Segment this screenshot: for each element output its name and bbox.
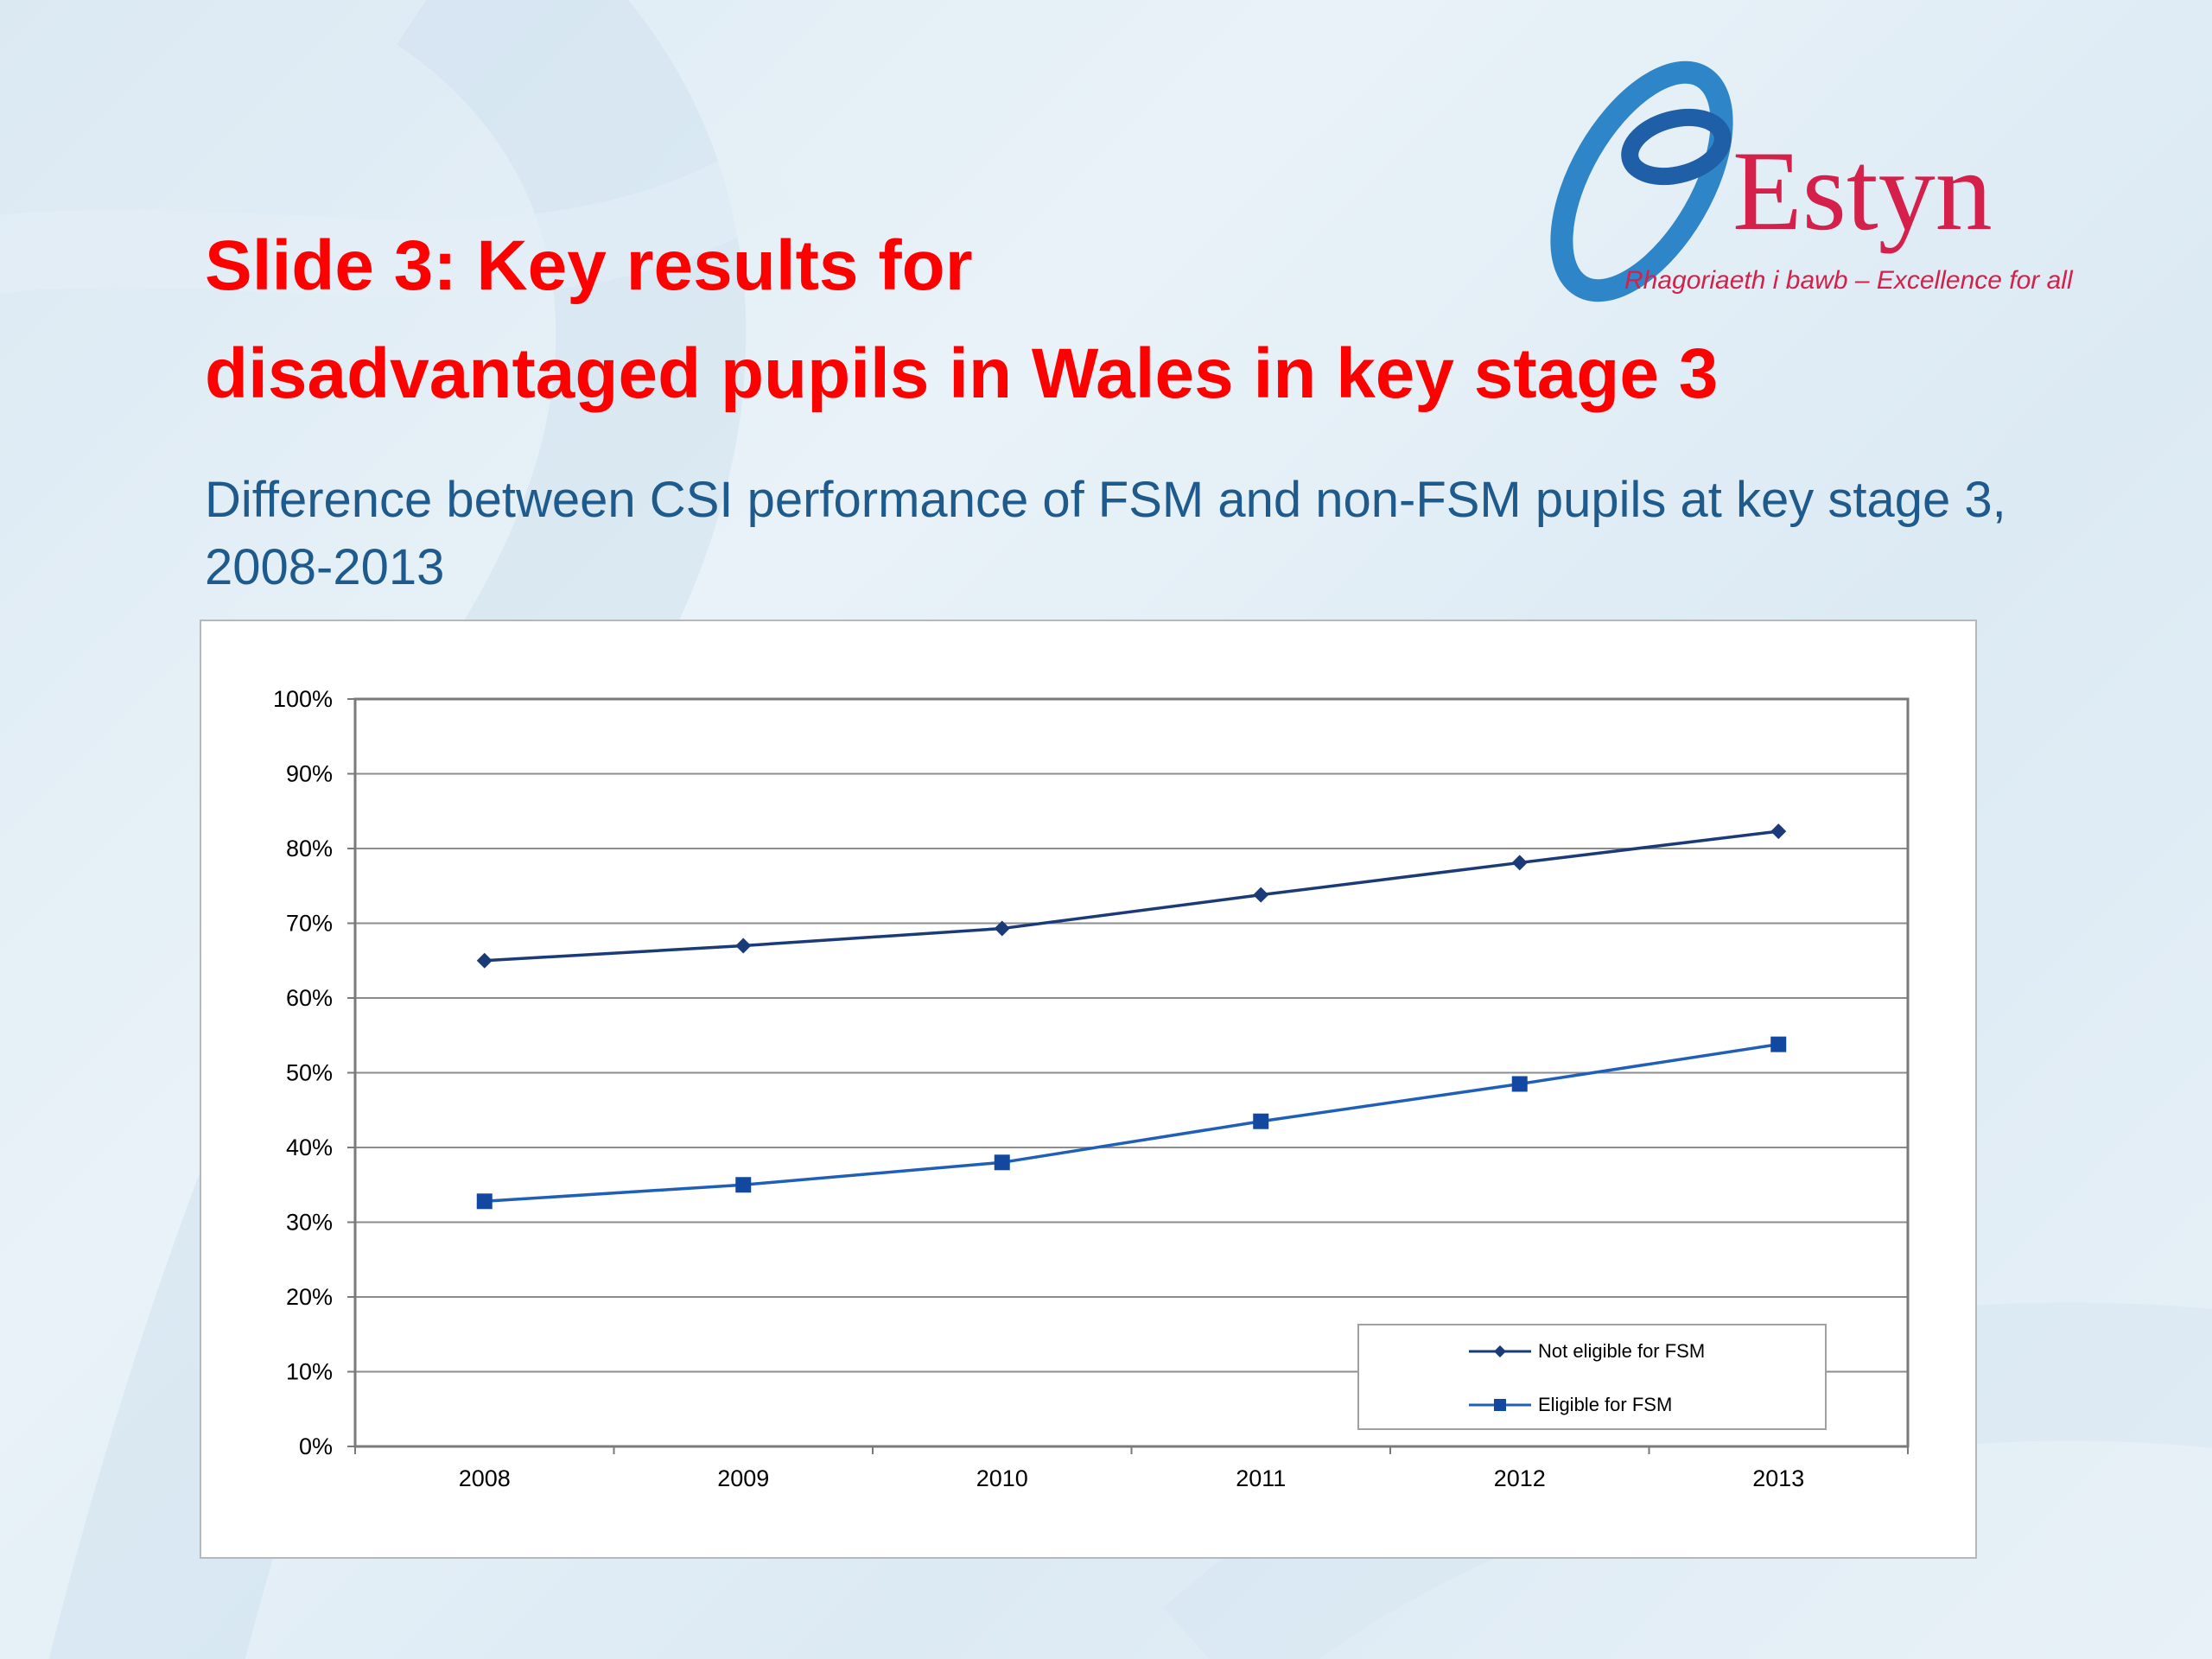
data-point-square bbox=[1770, 1036, 1787, 1052]
y-tick-label: 70% bbox=[286, 911, 333, 937]
data-point-diamond bbox=[1253, 887, 1269, 903]
chart-container: 0% 10% 20% 30% 40% 50% 60% 70% 80% 90% 100% 2008 200… bbox=[200, 620, 1977, 1559]
x-tick-label: 2010 bbox=[976, 1465, 1028, 1491]
x-tick-label: 2008 bbox=[459, 1465, 511, 1491]
data-point-diamond bbox=[476, 952, 493, 969]
y-tick-label: 90% bbox=[286, 761, 333, 787]
x-tick-label: 2009 bbox=[717, 1465, 769, 1491]
data-point-diamond bbox=[1511, 855, 1528, 871]
legend-label-not-eligible: Not eligible for FSM bbox=[1538, 1340, 1706, 1362]
logo-name: Estyn bbox=[1732, 127, 1993, 254]
line-chart: 0% 10% 20% 30% 40% 50% 60% 70% 80% 90% 100% 2008 200… bbox=[273, 686, 1910, 1491]
estyn-logo: Estyn Rhagoriaeth i bawb – Excellence fo… bbox=[1521, 52, 2074, 311]
y-tick-label: 20% bbox=[286, 1284, 333, 1310]
series-line bbox=[484, 830, 1779, 963]
slide-title: Slide 3: Key results for disadvantaged p… bbox=[205, 212, 1933, 428]
data-point-square bbox=[735, 1177, 752, 1193]
data-point-square bbox=[476, 1193, 493, 1210]
data-point-diamond bbox=[735, 938, 752, 954]
chart-subtitle: Difference between CSI performance of FS… bbox=[205, 472, 2006, 595]
legend-diamond-icon bbox=[1469, 1345, 1531, 1357]
legend-square-icon bbox=[1469, 1399, 1531, 1411]
y-tick-label: 10% bbox=[286, 1359, 333, 1385]
slide-title-line1: Slide 3: Key results for bbox=[205, 226, 973, 305]
slide-title-line2: disadvantaged pupils in Wales in key sta… bbox=[205, 334, 1719, 413]
y-tick-label: 0% bbox=[299, 1433, 333, 1459]
data-point-diamond bbox=[994, 920, 1010, 937]
legend-item-not-eligible: Not eligible for FSM bbox=[1467, 1338, 1705, 1364]
x-tick-label: 2013 bbox=[1752, 1465, 1804, 1491]
x-tick-label: 2011 bbox=[1236, 1465, 1286, 1491]
y-tick-label: 60% bbox=[286, 985, 333, 1011]
y-tick-label: 100% bbox=[273, 686, 333, 712]
estyn-logo-mark-icon bbox=[1550, 60, 1733, 302]
y-tick-label: 80% bbox=[286, 836, 333, 861]
data-point-square bbox=[994, 1154, 1010, 1171]
legend-label-eligible: Eligible for FSM bbox=[1538, 1394, 1673, 1415]
data-point-square bbox=[1253, 1113, 1269, 1129]
y-tick-label: 30% bbox=[286, 1210, 333, 1236]
x-tick-label: 2012 bbox=[1494, 1465, 1546, 1491]
data-point-diamond bbox=[1770, 823, 1787, 840]
data-point-square bbox=[1511, 1076, 1528, 1092]
chart-legend: Not eligible for FSM Eligible for FSM bbox=[1357, 1324, 1827, 1430]
y-tick-label: 50% bbox=[286, 1060, 333, 1086]
logo-tagline: Rhagoriaeth i bawb – Excellence for all bbox=[1624, 266, 2073, 295]
series-line bbox=[484, 1042, 1779, 1204]
legend-item-eligible: Eligible for FSM bbox=[1467, 1392, 1672, 1418]
y-tick-label: 40% bbox=[286, 1135, 333, 1160]
